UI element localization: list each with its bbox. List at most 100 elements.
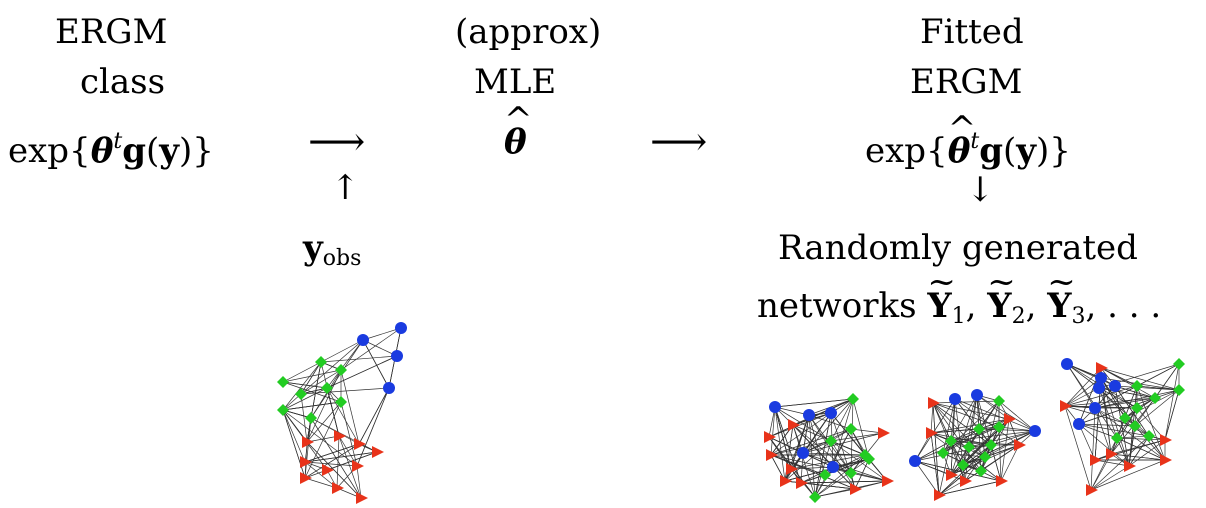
- g-symbol: g: [122, 131, 147, 171]
- network-edge: [808, 414, 856, 490]
- network-edge: [914, 460, 952, 476]
- network-edge: [1094, 459, 1130, 467]
- network-edge: [320, 355, 398, 363]
- network-edge: [932, 402, 940, 496]
- sep-1: ,: [965, 286, 988, 326]
- network-edge: [340, 369, 360, 445]
- class-label: class: [80, 62, 166, 102]
- exp-close-2: )}: [1036, 131, 1071, 171]
- network-edge: [930, 402, 934, 434]
- network-edge: [1100, 367, 1156, 399]
- exp-open: exp{: [8, 131, 91, 171]
- triangle-node: [780, 475, 792, 487]
- triangle-node: [322, 464, 334, 476]
- network-edge: [310, 417, 362, 499]
- network-edge: [1078, 423, 1118, 439]
- diamond-node: [277, 404, 289, 416]
- diamond-node: [277, 376, 289, 388]
- network-edge: [1090, 407, 1138, 491]
- triangle-node: [1086, 484, 1098, 496]
- randomly-generated-label: Randomly generated: [778, 228, 1138, 268]
- network-edge: [978, 428, 982, 472]
- network-edge: [304, 417, 312, 479]
- triangle-node: [1060, 400, 1072, 412]
- network-edge: [962, 444, 1020, 466]
- edges: [1064, 363, 1180, 491]
- network-edge: [980, 444, 1020, 472]
- diamond-node: [321, 382, 333, 394]
- network-edge: [954, 398, 1020, 446]
- network-edge: [1090, 459, 1166, 491]
- diamond-node: [335, 396, 347, 408]
- network-edge: [340, 401, 358, 467]
- network-edge: [942, 452, 1002, 482]
- network-edge: [930, 428, 980, 434]
- circle-node: [827, 461, 839, 473]
- theta-symbol: θ: [90, 131, 114, 171]
- circle-node: [797, 447, 809, 459]
- network-edge: [814, 488, 856, 498]
- network-edge: [340, 327, 402, 371]
- network-edge: [830, 440, 866, 456]
- transpose-sup: t: [113, 129, 123, 154]
- diamond-node: [937, 447, 949, 459]
- network-edge: [854, 458, 870, 490]
- network-edge: [1078, 423, 1130, 467]
- network-edge: [954, 398, 1036, 432]
- network-edge: [1064, 367, 1102, 407]
- network-edge: [304, 461, 358, 467]
- network-edge: [792, 424, 856, 490]
- y-tilde-3: ~ Y: [1047, 262, 1076, 326]
- triangle-node: [372, 446, 384, 458]
- diamond-node: [979, 451, 991, 463]
- triangle-node: [946, 469, 958, 481]
- circle-node: [825, 407, 837, 419]
- y-symbol-2: y: [1016, 131, 1037, 171]
- network-edge: [808, 414, 852, 430]
- hat-accent-2: ^: [947, 109, 977, 149]
- triangle-node: [878, 427, 890, 439]
- circle-node: [357, 334, 369, 346]
- g-symbol-2: g: [979, 131, 1004, 171]
- diamond-node: [305, 412, 317, 424]
- y-observed: yobs: [303, 228, 361, 279]
- tilde-accent-1: ~: [927, 262, 956, 302]
- simulated-network-2: [909, 389, 1041, 501]
- network-edge: [304, 443, 360, 479]
- network-edge: [932, 400, 1000, 404]
- theta-hat-symbol: ^ θ: [504, 100, 533, 162]
- network-edge: [950, 394, 978, 476]
- network-edge: [282, 409, 312, 419]
- network-edge: [338, 435, 362, 499]
- network-edge: [300, 339, 364, 395]
- network-edge: [768, 436, 802, 484]
- network-edge: [998, 426, 1036, 432]
- network-edge: [282, 409, 358, 467]
- network-edge: [800, 480, 888, 484]
- network-edge: [356, 387, 390, 467]
- tilde-accent-3: ~: [1047, 262, 1076, 302]
- network-edge: [1064, 405, 1136, 427]
- triangle-node: [1106, 448, 1118, 460]
- network-edge: [1164, 363, 1180, 441]
- network-edge: [930, 432, 940, 496]
- triangle-node: [332, 482, 344, 494]
- paren-open-2: (: [1003, 131, 1017, 171]
- network-edge: [1116, 437, 1166, 461]
- circle-node: [1073, 418, 1085, 430]
- network-edge: [282, 409, 306, 479]
- network-edge: [306, 401, 342, 443]
- network-edge: [300, 387, 390, 395]
- triangle-node: [356, 492, 368, 504]
- up-arrow: ↑: [331, 168, 360, 208]
- triangle-node: [1090, 454, 1102, 466]
- network-edge: [1098, 387, 1138, 409]
- network-edge: [1094, 407, 1166, 461]
- network-edge: [326, 387, 360, 445]
- theta-hat: ^ θ: [504, 100, 533, 162]
- networks-label: networks ~ Y1, ~ Y2, ~ Y3, . . .: [757, 262, 1161, 337]
- diamond-node: [825, 435, 837, 447]
- network-edge: [770, 454, 856, 490]
- network-edge: [310, 369, 342, 419]
- circle-node: [1061, 358, 1073, 370]
